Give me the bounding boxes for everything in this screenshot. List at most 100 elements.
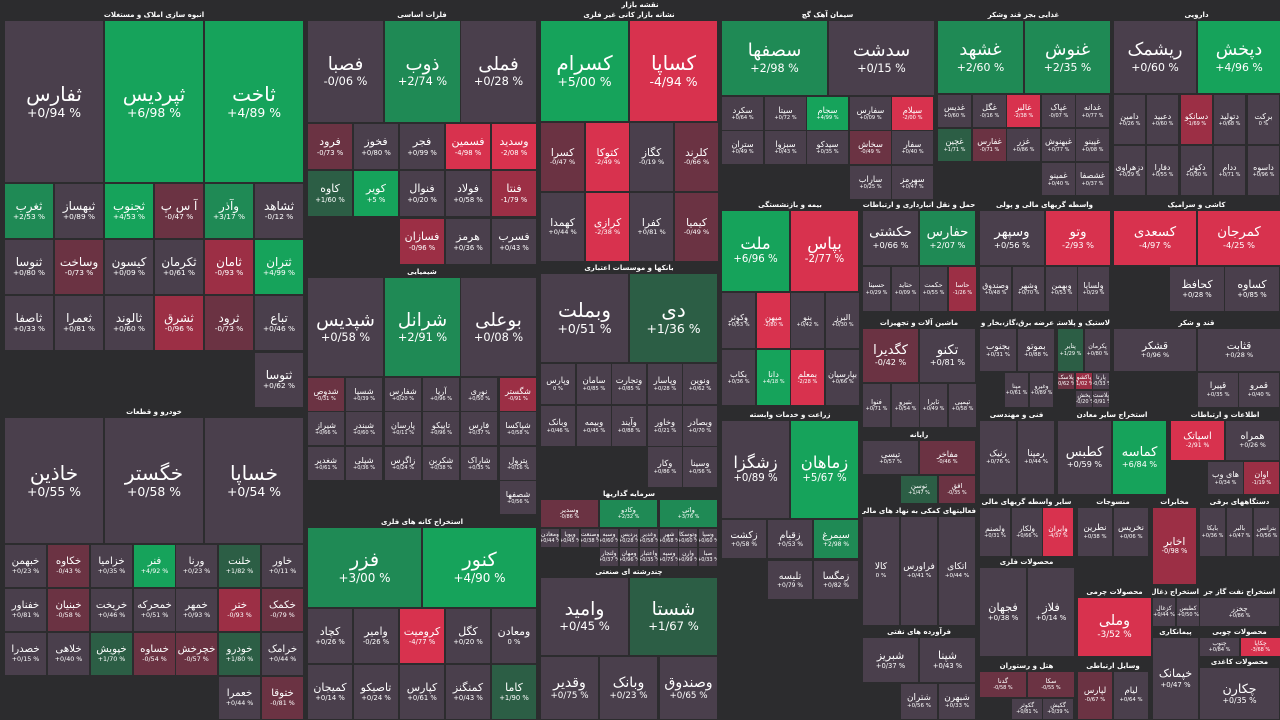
stock-tile[interactable]: وسبه +0/60 % — [599, 528, 619, 548]
stock-tile[interactable]: ورنا +0/23 % — [175, 544, 218, 588]
stock-tile[interactable]: خاور +0/11 % — [261, 544, 304, 588]
stock-tile[interactable]: کهمدا +0/44 % — [540, 192, 585, 262]
stock-tile[interactable]: سصفها +2/98 % — [721, 20, 828, 96]
stock-tile[interactable]: لپارس -0/67 % — [1077, 671, 1113, 720]
stock-tile[interactable]: وسدید -2/08 % — [491, 123, 537, 170]
stock-tile[interactable]: غپینو +0/08 % — [1075, 128, 1110, 162]
stock-tile[interactable]: فولاد +0/58 % — [445, 170, 491, 217]
stock-tile[interactable]: دعبید +0/60 % — [1146, 94, 1179, 145]
stock-tile[interactable]: پارتا+0/33 % — [1092, 372, 1110, 390]
stock-tile[interactable]: گکیش +0/39 % — [1042, 698, 1074, 720]
stock-tile[interactable]: ثبهساز +0/89 % — [54, 183, 104, 239]
stock-tile[interactable]: فنوا +0/71 % — [862, 383, 891, 428]
stock-tile[interactable]: فراورس +0/41 % — [900, 516, 938, 626]
stock-tile[interactable]: کطبس +0/59 % — [1057, 420, 1112, 495]
stock-tile[interactable]: غچین +1/71 % — [937, 128, 972, 162]
stock-tile[interactable]: تیسی +0/57 % — [862, 440, 919, 475]
stock-tile[interactable]: وسینا +0/56 % — [682, 446, 718, 488]
stock-tile[interactable]: حفارس +2/07 % — [919, 210, 976, 266]
stock-tile[interactable]: لیام +0/64 % — [1113, 671, 1149, 720]
stock-tile[interactable]: وقدیر +0/75 % — [540, 656, 599, 720]
stock-tile[interactable]: وصنعت +0/38 % — [580, 528, 600, 548]
stock-tile[interactable]: ریشمک +0/60 % — [1113, 20, 1197, 94]
stock-tile[interactable]: ثاخت +4/89 % — [204, 20, 304, 183]
stock-tile[interactable]: وپاسار +0/28 % — [647, 363, 683, 405]
stock-tile[interactable]: شستا +1/67 % — [629, 577, 718, 656]
stock-tile[interactable]: بنیرو +0/54 % — [891, 383, 920, 428]
stock-tile[interactable]: غشصفا +0/37 % — [1075, 162, 1110, 196]
stock-tile[interactable]: ثکرمان +0/61 % — [154, 239, 204, 295]
stock-tile[interactable]: ولکار +0/66 % — [1011, 507, 1043, 557]
stock-tile[interactable]: ثعمرا +0/81 % — [54, 295, 104, 351]
stock-tile[interactable]: غزر +0/86 % — [1006, 128, 1041, 162]
stock-tile[interactable]: بنو +0/42 % — [790, 292, 825, 349]
stock-tile[interactable]: وبانک +0/46 % — [540, 405, 576, 447]
stock-tile[interactable]: پخش+0/20 % — [1075, 390, 1093, 408]
stock-tile[interactable]: قشکر +0/96 % — [1113, 328, 1197, 372]
stock-tile[interactable]: غدیس +0/60 % — [937, 94, 972, 128]
stock-tile[interactable]: غدانه +0/77 % — [1075, 94, 1110, 128]
stock-tile[interactable]: کساوه +0/85 % — [1224, 266, 1280, 312]
stock-tile[interactable]: ثامان -0/93 % — [204, 239, 254, 295]
stock-tile[interactable]: وکوثر +0/53 % — [721, 292, 756, 349]
stock-tile[interactable]: کماسه +6/84 % — [1112, 420, 1167, 495]
stock-tile[interactable]: ولصنم +0/31 % — [979, 507, 1011, 557]
stock-tile[interactable]: ثنوسا +0/80 % — [4, 239, 54, 295]
stock-tile[interactable]: وبصادر +0/70 % — [682, 405, 718, 447]
stock-tile[interactable]: شدوص -0/31 % — [307, 377, 345, 412]
stock-tile[interactable]: وسپا +0/60 % — [698, 528, 718, 548]
stock-tile[interactable]: حکشتی +0/66 % — [862, 210, 919, 266]
stock-tile[interactable]: شتران +0/56 % — [900, 683, 938, 720]
stock-tile[interactable]: شاراک +0/35 % — [460, 446, 498, 481]
stock-tile[interactable]: فزر +3/00 % — [307, 527, 422, 608]
stock-tile[interactable]: قمرو +0/40 % — [1238, 372, 1280, 408]
stock-tile[interactable]: خعمرا +0/44 % — [218, 676, 261, 720]
stock-tile[interactable]: فسمین -4/98 % — [445, 123, 491, 170]
stock-tile[interactable]: فخوز +0/80 % — [353, 123, 399, 170]
stock-tile[interactable]: خرامک +0/44 % — [261, 632, 304, 676]
stock-tile[interactable]: پاکشو -1/02 % — [1075, 372, 1093, 390]
stock-tile[interactable]: توسن +1/47 % — [900, 475, 938, 504]
stock-tile[interactable]: ستران +0/49 % — [721, 130, 764, 165]
stock-tile[interactable]: فجهان +0/38 % — [979, 567, 1027, 657]
stock-tile[interactable]: غنوش +2/35 % — [1024, 20, 1111, 94]
stock-tile[interactable]: خمهر +0/93 % — [175, 588, 218, 632]
stock-tile[interactable]: وساخت -0/73 % — [54, 239, 104, 295]
stock-tile[interactable]: آریا +0/96 % — [422, 377, 460, 412]
stock-tile[interactable]: دتولید +0/68 % — [1213, 94, 1246, 145]
stock-tile[interactable]: حکمت +0/55 % — [919, 266, 948, 312]
stock-tile[interactable]: زماهان +5/67 % — [790, 420, 859, 519]
stock-tile[interactable]: مپنا +0/61 % — [1004, 372, 1029, 408]
stock-tile[interactable]: حسینا +0/29 % — [862, 266, 891, 312]
stock-tile[interactable]: نخریس +0/06 % — [1113, 507, 1149, 557]
stock-tile[interactable]: خپویش +1/70 % — [90, 632, 133, 676]
stock-tile[interactable]: اتکای +0/44 % — [938, 516, 976, 626]
stock-tile[interactable]: کسرا -0/47 % — [540, 122, 585, 192]
stock-tile[interactable]: وارن +0/99 % — [678, 547, 698, 567]
stock-tile[interactable]: شگستر -0/91 % — [499, 377, 537, 412]
stock-tile[interactable]: دانا +4/18 % — [756, 349, 791, 406]
stock-tile[interactable]: وآذر +3/17 % — [204, 183, 254, 239]
stock-tile[interactable]: وبهمن +0/53 % — [1045, 266, 1078, 312]
stock-tile[interactable]: دفارا +0/55 % — [1146, 145, 1179, 196]
stock-tile[interactable]: کویر +5 % — [353, 170, 399, 217]
stock-tile[interactable]: واعتبار +0/35 % — [639, 547, 659, 567]
stock-tile[interactable]: سکا -0/55 % — [1027, 671, 1075, 698]
stock-tile[interactable]: دزهراوی +0/29 % — [1113, 145, 1146, 196]
stock-tile[interactable]: ونوین +0/62 % — [682, 363, 718, 405]
stock-tile[interactable]: تایرا +0/49 % — [919, 383, 948, 428]
stock-tile[interactable]: مفاخر -0/46 % — [919, 440, 976, 475]
stock-tile[interactable]: ذوب +2/74 % — [384, 20, 461, 123]
stock-tile[interactable]: شهر +0/68 % — [659, 528, 679, 548]
stock-tile[interactable]: ولساپا +0/29 % — [1077, 266, 1110, 312]
stock-tile[interactable]: برکت 0 % — [1247, 94, 1280, 145]
stock-tile[interactable]: بترانس +0/56 % — [1253, 507, 1280, 557]
stock-tile[interactable]: پکرمان +0/80 % — [1084, 328, 1111, 372]
stock-tile[interactable]: ثشاهد -0/12 % — [254, 183, 304, 239]
stock-tile[interactable]: سکرد +0/64 % — [721, 96, 764, 131]
stock-tile[interactable]: وملی -3/52 % — [1077, 597, 1152, 657]
stock-tile[interactable]: حتاید +0/09 % — [891, 266, 920, 312]
stock-tile[interactable]: شپدیس +0/58 % — [307, 277, 384, 377]
stock-tile[interactable]: پارسان +0/11 % — [384, 411, 422, 446]
stock-tile[interactable]: قثابت +0/28 % — [1197, 328, 1280, 372]
